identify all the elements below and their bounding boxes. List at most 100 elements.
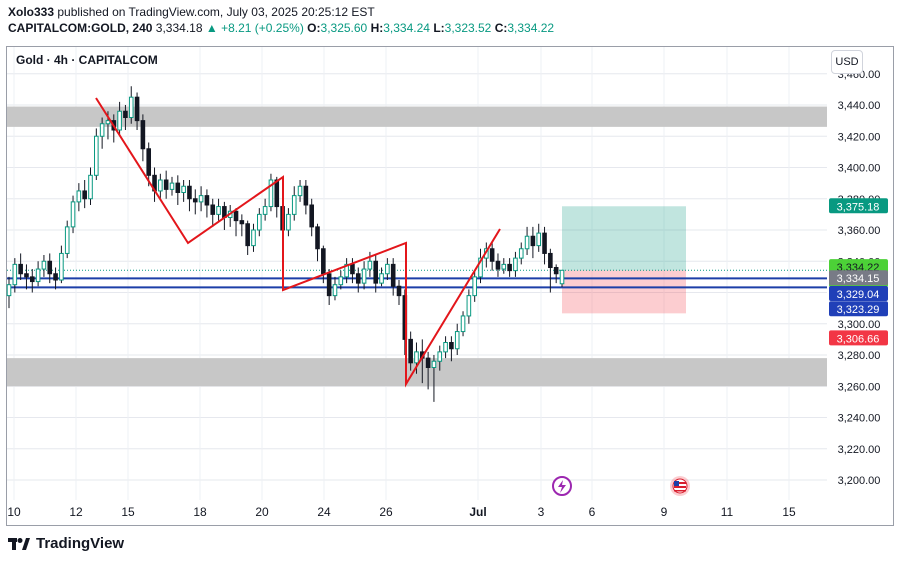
- time-tick-label: 15: [782, 505, 796, 519]
- candle: [47, 253, 53, 284]
- candle-body: [332, 284, 338, 297]
- candle-body: [99, 123, 105, 137]
- target-price-badge: 3,375.18: [829, 198, 888, 214]
- candle-body: [373, 260, 379, 284]
- candle-body: [163, 179, 169, 190]
- candle: [286, 208, 291, 237]
- pattern-drawing: [95, 97, 501, 388]
- candle: [257, 208, 262, 237]
- time-tick-label: 15: [121, 505, 135, 519]
- candle: [332, 276, 338, 301]
- candle: [326, 269, 332, 305]
- price-axis: 3,200.00 3,220.00 3,240.00 3,260.00 3,280.00…: [829, 69, 888, 487]
- candle: [559, 269, 565, 287]
- candle-body: [460, 315, 466, 333]
- candle: [233, 208, 239, 237]
- candle-body: [140, 120, 146, 150]
- profit-zone: [562, 206, 686, 271]
- line2-price-badge-bg: [829, 301, 888, 317]
- entry-price-badge: 3,334.15: [829, 270, 888, 286]
- candle: [216, 198, 221, 221]
- candle: [530, 226, 536, 259]
- candle-body: [315, 226, 320, 250]
- candle-body: [291, 195, 297, 215]
- open-value: 3,325.60: [320, 21, 368, 35]
- candle-body: [181, 185, 186, 193]
- up-arrow-icon: ▲: [205, 21, 218, 35]
- candle-body: [518, 248, 524, 259]
- publish-info: published on TradingView.com, July 03, 2…: [57, 5, 375, 19]
- candle: [64, 220, 70, 259]
- high-label: H:: [370, 21, 384, 35]
- candle: [239, 214, 245, 237]
- close-label: C:: [494, 21, 508, 35]
- dividend-event-icon[interactable]: [552, 476, 572, 496]
- candle: [268, 173, 274, 212]
- stop-price-badge-text: 3,306.66: [837, 333, 880, 345]
- candle-body: [367, 260, 373, 270]
- candle: [41, 255, 47, 277]
- time-tick-label: 12: [69, 505, 83, 519]
- loss-zone: [562, 270, 686, 314]
- candle-body: [64, 226, 70, 254]
- candle-body: [449, 342, 454, 350]
- candle: [297, 180, 303, 202]
- line1-price-badge-text: 3,329.04: [837, 289, 880, 301]
- candle-body: [123, 110, 128, 118]
- candle-body: [536, 232, 542, 247]
- candle-body: [239, 220, 245, 225]
- price-zone: [7, 106, 827, 127]
- currency-button[interactable]: USD: [831, 50, 863, 74]
- price-tick-label: 3,440.00: [838, 100, 881, 112]
- time-tick-label: 18: [193, 505, 207, 519]
- candle: [518, 242, 524, 265]
- candle-body: [6, 284, 12, 297]
- candle-body: [443, 342, 448, 353]
- symbol-name: CAPITALCOM:GOLD, 240: [8, 21, 153, 35]
- stop-price-badge: 3,306.66: [829, 330, 888, 346]
- chart-frame: [6, 46, 894, 526]
- candle: [12, 258, 18, 293]
- us-flag-event-icon[interactable]: [670, 476, 690, 496]
- candle: [59, 245, 64, 284]
- candle-body: [274, 179, 280, 208]
- candle: [198, 186, 204, 212]
- time-tick-label: 10: [7, 505, 21, 519]
- time-tick-label: 6: [589, 505, 596, 519]
- candle: [478, 248, 483, 284]
- candle-body: [47, 260, 53, 275]
- low-value: 3,323.52: [444, 21, 492, 35]
- candle: [355, 267, 361, 293]
- candle-body: [210, 204, 216, 215]
- candle-body: [309, 204, 314, 228]
- entry-price-badge-text: 3,334.15: [837, 273, 880, 285]
- candle: [344, 258, 349, 284]
- last-price: 3,334.18: [155, 21, 203, 35]
- footer-brand[interactable]: TradingView: [8, 535, 124, 552]
- candle: [128, 86, 134, 124]
- candle: [501, 258, 507, 274]
- candle: [70, 195, 76, 234]
- time-tick-label: 11: [721, 505, 734, 519]
- zigzag-line: [95, 97, 501, 388]
- time-tick-label: Jul: [469, 505, 486, 519]
- candle: [245, 220, 250, 255]
- open-label: O:: [307, 21, 321, 35]
- author-name[interactable]: Xolo333: [8, 5, 55, 19]
- candle-body: [94, 135, 99, 176]
- candle-body: [233, 210, 239, 222]
- time-tick-label: 26: [379, 505, 393, 519]
- price-tick-label: 3,280.00: [838, 350, 881, 362]
- candle-body: [268, 179, 274, 208]
- candle: [152, 167, 157, 202]
- candle-body: [12, 263, 18, 286]
- candle: [379, 267, 384, 287]
- candle: [274, 176, 280, 218]
- candle: [140, 114, 146, 162]
- candle-body: [187, 185, 192, 200]
- candle-body: [286, 213, 291, 231]
- candle-body: [553, 267, 559, 275]
- price-tick-label: 3,260.00: [838, 381, 881, 393]
- support-resistance-zones: [7, 106, 827, 387]
